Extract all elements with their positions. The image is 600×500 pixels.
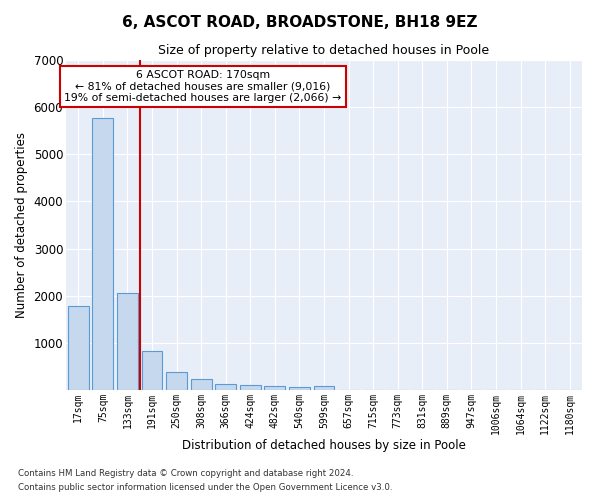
Y-axis label: Number of detached properties: Number of detached properties [15,132,28,318]
Bar [289,387,310,390]
Bar [166,372,187,390]
Bar [142,351,163,390]
Title: Size of property relative to detached houses in Poole: Size of property relative to detached ho… [158,44,490,58]
Text: 6 ASCOT ROAD: 170sqm
← 81% of detached houses are smaller (9,016)
19% of semi-de: 6 ASCOT ROAD: 170sqm ← 81% of detached h… [64,70,341,103]
Text: Contains HM Land Registry data © Crown copyright and database right 2024.: Contains HM Land Registry data © Crown c… [18,468,353,477]
X-axis label: Distribution of detached houses by size in Poole: Distribution of detached houses by size … [182,440,466,452]
Bar [191,379,212,390]
Text: Contains public sector information licensed under the Open Government Licence v3: Contains public sector information licen… [18,484,392,492]
Bar [265,386,286,390]
Bar [92,118,113,390]
Bar [314,386,334,390]
Bar [215,384,236,390]
Text: 6, ASCOT ROAD, BROADSTONE, BH18 9EZ: 6, ASCOT ROAD, BROADSTONE, BH18 9EZ [122,15,478,30]
Bar [68,306,89,390]
Bar [240,385,261,390]
Bar [117,293,138,390]
